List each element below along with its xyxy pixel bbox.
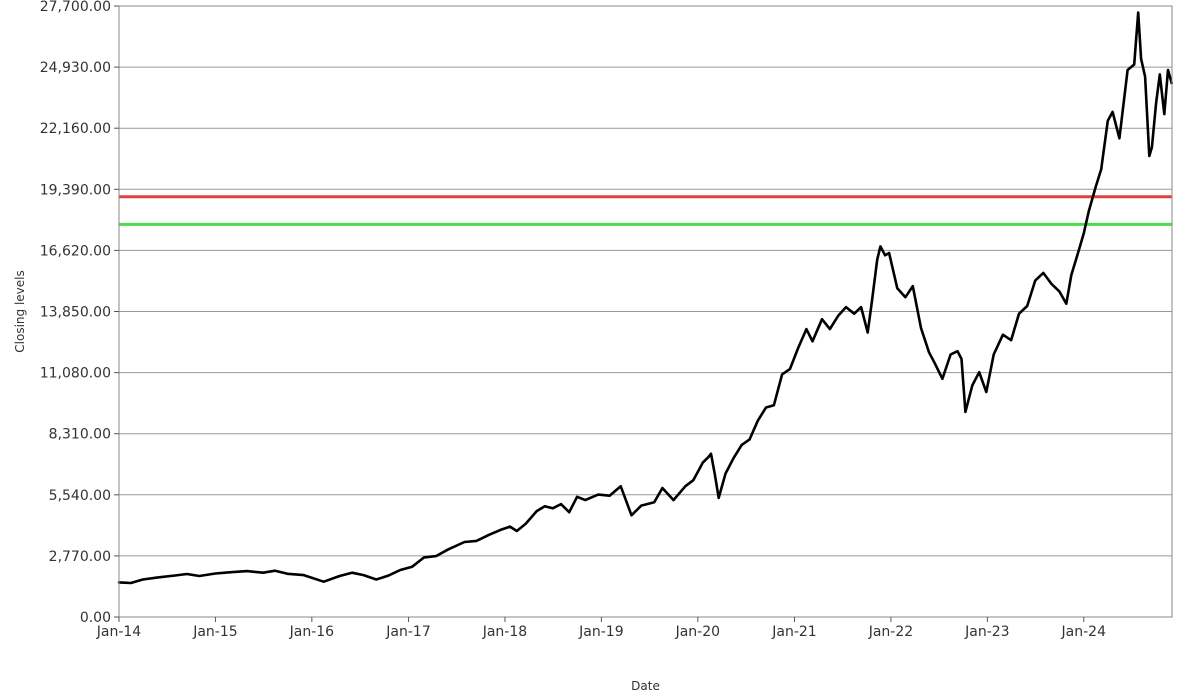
y-tick-label: 24,930.00 <box>40 60 111 76</box>
x-tick-label: Jan-23 <box>964 624 1009 640</box>
y-tick-label: 11,080.00 <box>40 366 111 382</box>
x-tick-label: Jan-22 <box>868 624 913 640</box>
closing-levels-series-line <box>117 11 1173 585</box>
y-tick-label: 16,620.00 <box>40 243 111 259</box>
x-tick-label: Jan-19 <box>578 624 623 640</box>
y-axis: 0.00 2,770.00 5,540.00 8,310.00 11,080.00 13,… <box>40 0 119 626</box>
reference-lines <box>119 195 1172 226</box>
series-lines <box>117 11 1173 585</box>
y-tick-label: 0.00 <box>80 610 111 626</box>
y-tick-label: 22,160.00 <box>40 121 111 137</box>
y-tick-label: 13,850.00 <box>40 305 111 321</box>
x-tick-label: Jan-18 <box>482 624 527 640</box>
y-tick-label: 5,540.00 <box>49 488 111 504</box>
horizontal-gridlines <box>119 5 1172 618</box>
x-tick-label: Jan-21 <box>771 624 816 640</box>
x-tick-label: Jan-24 <box>1061 624 1107 640</box>
x-tick-label: Jan-17 <box>385 624 430 640</box>
x-axis-label: Date <box>631 679 660 693</box>
x-tick-label: Jan-14 <box>96 624 142 640</box>
x-tick-label: Jan-15 <box>192 624 237 640</box>
y-axis-label: Closing levels <box>13 270 27 352</box>
x-tick-label: Jan-16 <box>289 624 335 640</box>
y-tick-label: 19,390.00 <box>40 182 111 198</box>
y-tick-label: 27,700.00 <box>40 0 111 15</box>
x-tick-label: Jan-20 <box>675 624 720 640</box>
x-axis: Jan-14 Jan-15 Jan-16 Jan-17 Jan-18 Jan-19 Jan-… <box>96 617 1106 640</box>
y-tick-label: 8,310.00 <box>49 427 111 443</box>
y-tick-label: 2,770.00 <box>49 549 111 565</box>
